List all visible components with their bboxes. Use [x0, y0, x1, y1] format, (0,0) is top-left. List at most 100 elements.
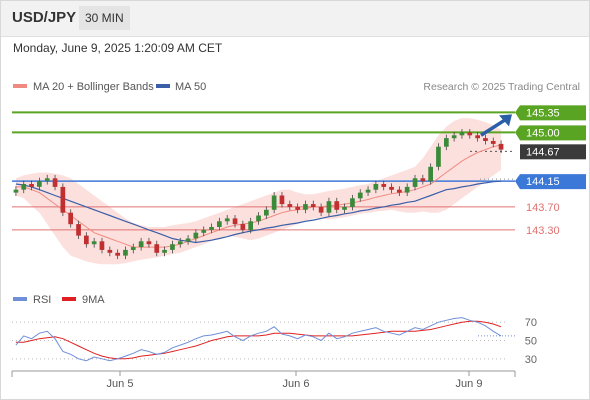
- forecast-arrow-shaft: [480, 117, 507, 137]
- candle-body: [52, 178, 58, 187]
- bollinger-bands: [15, 118, 502, 265]
- ma50-line: [15, 180, 502, 244]
- candle-body: [248, 221, 253, 230]
- candle-body: [37, 181, 42, 187]
- candle-body: [475, 135, 480, 139]
- rsi-ma-line: [15, 320, 502, 360]
- price-level-label-pointer-145.35: [515, 105, 520, 121]
- price-levels: [12, 111, 515, 231]
- price-level-label-bg-144.15: [520, 174, 586, 190]
- x-axis-label-Jun-5: Jun 5: [107, 378, 134, 390]
- ma50-legend-swatch: [156, 84, 170, 88]
- x-axis-label-Jun-9: Jun 9: [456, 378, 483, 390]
- ma20-legend-swatch: [13, 84, 27, 88]
- price-level-label-145.35: 145.35: [526, 107, 560, 119]
- candle-body: [60, 186, 66, 213]
- ma50-legend-label: MA 50: [175, 81, 206, 93]
- price-level-label-144.67: 144.67: [526, 146, 560, 158]
- rsi-tick-50: 50: [525, 336, 537, 348]
- candle-body: [498, 143, 504, 150]
- rsi-line: [15, 317, 502, 362]
- rsi-ma-legend-label: 9MA: [82, 294, 105, 306]
- price-level-label-143.30: 143.30: [526, 225, 560, 237]
- price-level-label-pointer-144.15: [515, 174, 520, 190]
- candle-body: [428, 166, 433, 182]
- symbol-label: USD/JPY: [12, 9, 77, 26]
- candle-body: [310, 204, 316, 207]
- candle-body: [483, 138, 488, 141]
- candle-body: [162, 249, 167, 253]
- candle-body: [240, 224, 246, 230]
- candle-body: [130, 247, 136, 250]
- rsi-legend: RSI 9MA: [13, 294, 105, 306]
- candle-body: [397, 189, 402, 193]
- timeframe-button[interactable]: 30 MIN: [79, 6, 130, 30]
- candle-body: [373, 184, 379, 190]
- candle-body: [271, 195, 277, 210]
- candle-body: [412, 178, 418, 187]
- rsi-tick-30: 30: [525, 354, 537, 366]
- candle-body: [436, 146, 441, 167]
- x-axis-label-Jun-6: Jun 6: [283, 378, 310, 390]
- candle-body: [170, 244, 175, 250]
- candle-body: [21, 184, 27, 190]
- candle-body: [209, 227, 214, 230]
- bollinger-band-area: [15, 118, 502, 265]
- price-level-label-144.15: 144.15: [526, 176, 560, 188]
- candle-body: [99, 241, 105, 250]
- candle-body: [287, 204, 293, 207]
- candle-body: [459, 132, 465, 136]
- candle-body: [44, 178, 50, 182]
- x-axis: Jun 5 Jun 6 Jun 9: [11, 370, 516, 390]
- rsi-tick-70: 70: [525, 317, 537, 329]
- copyright-text: Research © 2025 Trading Central: [423, 81, 580, 93]
- candle-body: [389, 186, 394, 190]
- candle-body: [146, 241, 152, 245]
- forecast-arrow-head: [499, 114, 512, 127]
- ma20-legend-label: MA 20 + Bollinger Bands: [33, 81, 154, 93]
- candle-body: [193, 232, 199, 239]
- rsi-legend-swatch: [13, 297, 27, 301]
- price-level-label-pointer-145.00: [515, 125, 520, 141]
- candle-body: [365, 189, 371, 193]
- candle-body: [177, 241, 183, 245]
- candle-body: [357, 192, 363, 199]
- price-level-label-145.00: 145.00: [526, 127, 560, 139]
- chart-header: USD/JPY 30 MIN: [0, 0, 590, 37]
- candle-body: [420, 178, 426, 182]
- price-level-label-bg-144.67: [520, 144, 586, 160]
- candle-body: [444, 138, 449, 147]
- candle-body: [91, 241, 97, 245]
- candle-body: [279, 195, 285, 205]
- rsi-legend-label: RSI: [33, 294, 51, 306]
- level-labels: 145.35 145.00 144.67 144.15 143.70 143.30: [515, 105, 586, 237]
- price-legend: MA 20 + Bollinger Bands MA 50 Research ©…: [13, 81, 580, 93]
- forecast-arrow: [480, 114, 512, 137]
- candle-body: [201, 229, 207, 233]
- candle-body: [451, 135, 457, 139]
- candle-body: [115, 252, 120, 256]
- candlesticks: [13, 128, 504, 260]
- candle-body: [350, 198, 355, 207]
- candle-body: [107, 249, 113, 253]
- candle-body: [185, 238, 191, 242]
- candle-body: [295, 206, 300, 210]
- candle-body: [123, 249, 128, 256]
- candle-body: [467, 132, 473, 136]
- candle-body: [138, 241, 144, 247]
- candle-body: [256, 215, 261, 222]
- candle-body: [318, 206, 324, 213]
- price-level-label-bg-145.35: [520, 105, 586, 121]
- candle-body: [84, 235, 89, 245]
- candle-body: [29, 184, 34, 187]
- timestamp: Monday, June 9, 2025 1:20:09 AM CET: [13, 41, 223, 55]
- price-level-label-143.70: 143.70: [526, 202, 560, 214]
- candle-body: [76, 224, 81, 236]
- candle-body: [381, 184, 387, 187]
- candle-body: [303, 204, 308, 210]
- candle-body: [232, 218, 238, 225]
- candle-body: [326, 201, 332, 213]
- candle-body: [334, 201, 340, 210]
- price-level-label-bg-145.00: [520, 125, 586, 141]
